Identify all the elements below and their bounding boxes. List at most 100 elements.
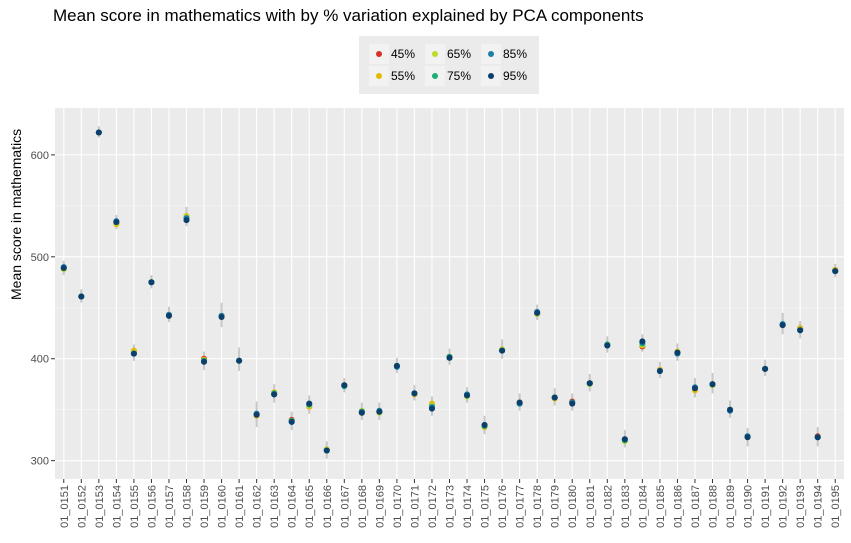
x-tick-label: 01_0151 bbox=[59, 485, 71, 528]
x-tick-label: 01_0184 bbox=[637, 485, 649, 528]
data-point bbox=[323, 447, 330, 454]
legend-key bbox=[481, 66, 501, 86]
data-point bbox=[428, 405, 435, 412]
x-tick-label: 01_0173 bbox=[445, 485, 457, 528]
data-point bbox=[814, 434, 821, 441]
data-point bbox=[165, 312, 172, 319]
data-point bbox=[691, 385, 698, 392]
legend-dot bbox=[432, 73, 438, 79]
y-tick-label: 500 bbox=[31, 252, 49, 264]
x-tick-label: 01_0159 bbox=[199, 485, 211, 528]
x-tick-label: 01_0171 bbox=[409, 485, 421, 528]
data-point bbox=[253, 411, 260, 418]
data-point bbox=[446, 354, 453, 361]
data-point bbox=[534, 309, 541, 316]
x-tick-label: 01_0177 bbox=[515, 485, 527, 528]
data-point bbox=[306, 400, 313, 407]
legend-label: 85% bbox=[503, 47, 528, 61]
data-point bbox=[148, 279, 155, 286]
data-point bbox=[656, 367, 663, 374]
data-point bbox=[288, 418, 295, 425]
data-point bbox=[744, 434, 751, 441]
legend-dot bbox=[376, 73, 382, 79]
legend-item: 55% bbox=[369, 66, 415, 86]
legend: 45% 55% 65% 75% 85% 95% bbox=[359, 36, 539, 94]
legend-item: 95% bbox=[481, 66, 527, 86]
x-tick-label: 01_0169 bbox=[374, 485, 386, 528]
data-point bbox=[709, 381, 716, 388]
data-point bbox=[516, 399, 523, 406]
legend-key bbox=[425, 44, 445, 64]
data-point bbox=[604, 342, 611, 349]
legend-label: 65% bbox=[447, 47, 472, 61]
x-tick-label: 01_0170 bbox=[392, 485, 404, 528]
data-point bbox=[481, 421, 488, 428]
x-tick-label: 01_0186 bbox=[672, 485, 684, 528]
x-tick-label: 01_0194 bbox=[813, 485, 825, 528]
data-point bbox=[393, 362, 400, 369]
legend-item: 75% bbox=[425, 66, 471, 86]
x-tick-label: 01_0181 bbox=[585, 485, 597, 528]
legend-key bbox=[425, 66, 445, 86]
x-tick-label: 01_0152 bbox=[76, 485, 88, 528]
x-tick-label: 01_0158 bbox=[182, 485, 194, 528]
data-point bbox=[779, 322, 786, 329]
data-point bbox=[411, 390, 418, 397]
x-tick-label: 01_0193 bbox=[795, 485, 807, 528]
legend-label: 95% bbox=[503, 69, 528, 83]
data-point bbox=[797, 327, 804, 334]
x-tick-label: 01_0153 bbox=[94, 485, 106, 528]
legend-key bbox=[369, 66, 389, 86]
x-tick-label: 01_0164 bbox=[287, 485, 299, 528]
legend-item: 45% bbox=[369, 44, 415, 64]
data-point bbox=[201, 358, 208, 365]
x-tick-label: 01_0185 bbox=[655, 485, 667, 528]
x-tick-label: 01_0183 bbox=[620, 485, 632, 528]
data-point bbox=[727, 406, 734, 413]
data-point bbox=[95, 129, 102, 136]
data-point bbox=[674, 349, 681, 356]
x-tick-label: 01_0172 bbox=[427, 485, 439, 528]
x-tick-label: 01_0157 bbox=[164, 485, 176, 528]
data-point bbox=[762, 365, 769, 372]
data-point bbox=[341, 382, 348, 389]
data-point bbox=[569, 400, 576, 407]
data-point bbox=[358, 409, 365, 416]
x-tick-label: 01_0167 bbox=[339, 485, 351, 528]
y-tick-label: 600 bbox=[31, 150, 49, 162]
data-point bbox=[639, 338, 646, 345]
x-tick-label: 01_0179 bbox=[550, 485, 562, 528]
data-point bbox=[236, 357, 243, 364]
x-tick-label: 01_0191 bbox=[760, 485, 772, 528]
legend-dot bbox=[432, 51, 438, 57]
data-point bbox=[113, 219, 120, 226]
data-point bbox=[499, 347, 506, 354]
legend-item: 85% bbox=[481, 44, 527, 64]
y-tick-label: 300 bbox=[31, 456, 49, 468]
legend-item: 65% bbox=[425, 44, 471, 64]
x-tick-label: 01_0190 bbox=[743, 485, 755, 528]
data-point bbox=[376, 408, 383, 415]
x-tick-label: 01_0188 bbox=[708, 485, 720, 528]
data-point bbox=[464, 392, 471, 399]
data-point bbox=[586, 380, 593, 387]
chart-title: Mean score in mathematics with by % vari… bbox=[53, 6, 644, 25]
legend-key bbox=[481, 44, 501, 64]
data-point bbox=[621, 436, 628, 443]
x-tick-label: 01_0182 bbox=[602, 485, 614, 528]
x-tick-label: 01_0163 bbox=[269, 485, 281, 528]
data-point bbox=[551, 394, 558, 401]
x-tick-label: 01_0160 bbox=[217, 485, 229, 528]
legend-dot bbox=[376, 51, 382, 57]
data-point bbox=[271, 391, 278, 398]
x-tick-label: 01_0165 bbox=[304, 485, 316, 528]
x-tick-label: 01_0195 bbox=[830, 485, 842, 528]
x-tick-label: 01_0189 bbox=[725, 485, 737, 528]
x-tick-label: 01_0154 bbox=[111, 485, 123, 528]
x-tick-label: 01_0155 bbox=[129, 485, 141, 528]
x-tick-label: 01_0178 bbox=[532, 485, 544, 528]
y-tick-label: 400 bbox=[31, 354, 49, 366]
data-point bbox=[130, 350, 137, 357]
x-tick-label: 01_0175 bbox=[480, 485, 492, 528]
